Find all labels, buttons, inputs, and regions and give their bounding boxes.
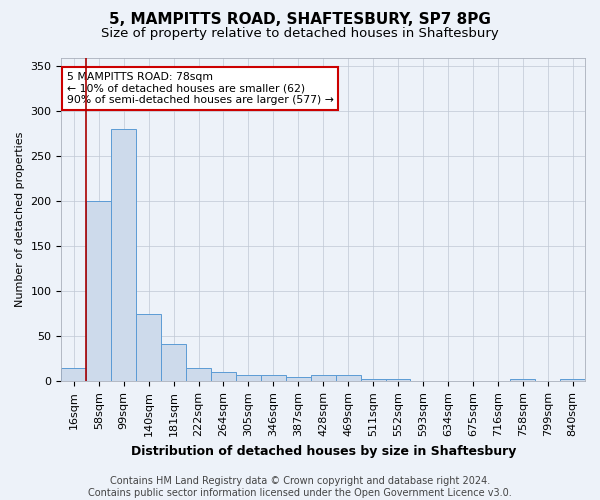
Bar — [61, 368, 86, 382]
Bar — [111, 130, 136, 382]
Bar — [261, 375, 286, 382]
X-axis label: Distribution of detached houses by size in Shaftesbury: Distribution of detached houses by size … — [131, 444, 516, 458]
Bar — [286, 377, 311, 382]
Bar — [510, 378, 535, 382]
Bar — [86, 202, 111, 382]
Bar — [361, 378, 386, 382]
Bar — [236, 375, 261, 382]
Text: 5 MAMPITTS ROAD: 78sqm
← 10% of detached houses are smaller (62)
90% of semi-det: 5 MAMPITTS ROAD: 78sqm ← 10% of detached… — [67, 72, 334, 106]
Text: 5, MAMPITTS ROAD, SHAFTESBURY, SP7 8PG: 5, MAMPITTS ROAD, SHAFTESBURY, SP7 8PG — [109, 12, 491, 28]
Bar — [211, 372, 236, 382]
Bar — [560, 378, 585, 382]
Text: Contains HM Land Registry data © Crown copyright and database right 2024.
Contai: Contains HM Land Registry data © Crown c… — [88, 476, 512, 498]
Bar — [186, 368, 211, 382]
Bar — [335, 375, 361, 382]
Bar — [386, 378, 410, 382]
Text: Size of property relative to detached houses in Shaftesbury: Size of property relative to detached ho… — [101, 28, 499, 40]
Bar — [311, 375, 335, 382]
Y-axis label: Number of detached properties: Number of detached properties — [15, 132, 25, 307]
Bar — [161, 344, 186, 382]
Bar — [136, 314, 161, 382]
